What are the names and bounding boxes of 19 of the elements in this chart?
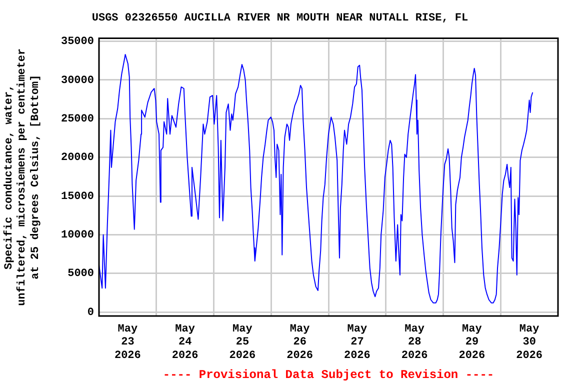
x-tick-label: May 24 2026 bbox=[172, 323, 198, 362]
x-tick-label: May 23 2026 bbox=[114, 323, 141, 362]
y-tick-label: 25000 bbox=[60, 113, 94, 126]
x-tick-label: May 26 2026 bbox=[286, 323, 314, 362]
x-tick-label: May 30 2026 bbox=[516, 323, 543, 362]
chart-title: USGS 02326550 AUCILLA RIVER NR MOUTH NEAR NUTALL RISE, FL bbox=[92, 12, 469, 24]
y-tick-label: 5000 bbox=[68, 268, 94, 280]
text: ---- Provisional Data Subject to Revision ---- bbox=[162, 368, 494, 382]
y-tick-label: 35000 bbox=[60, 36, 94, 48]
y-tick-label: 0 bbox=[87, 306, 94, 319]
x-tick-label: May 27 2026 bbox=[344, 323, 370, 362]
x-tick-label: May 29 2026 bbox=[458, 323, 486, 362]
x-tick-label: May 28 2026 bbox=[401, 323, 428, 362]
x-tick-label: May 25 2026 bbox=[229, 323, 256, 362]
y-tick-label: 15000 bbox=[60, 190, 94, 203]
y-tick-label: 10000 bbox=[60, 230, 94, 242]
y-tick-label: 20000 bbox=[60, 152, 94, 164]
y-tick-label: 30000 bbox=[60, 74, 94, 87]
y-axis-title: Specific conductance, water, unfiltered, microsiemens per centimeter at 25 degrees Celsius, [Bottom] bbox=[2, 48, 42, 306]
